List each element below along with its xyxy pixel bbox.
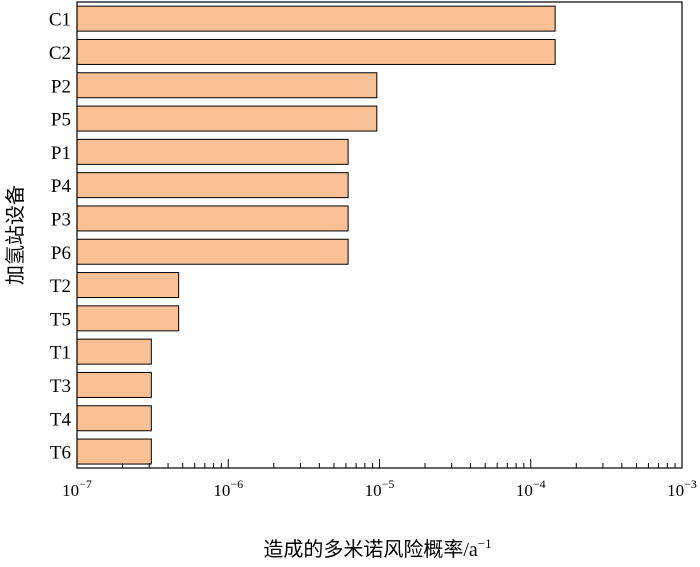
category-labels: C1 C2 P2 P5 P1 P4 P3 P6 T2 T5 T1 T3 T4 T6 <box>49 10 72 464</box>
x-tick-label: 10−7 <box>62 477 92 500</box>
category-label-p3: P3 <box>51 209 71 230</box>
bars-group <box>76 5 556 465</box>
x-axis-title-text: 造成的多米诺风险概率/a <box>263 538 478 561</box>
category-label-p1: P1 <box>51 143 71 164</box>
plot-frame <box>76 1 683 469</box>
y-axis-title: 加氢站设备 <box>4 185 27 285</box>
bar-t5 <box>76 305 180 332</box>
category-label-p6: P6 <box>51 243 71 264</box>
bar-t6 <box>76 438 152 465</box>
bar-t2 <box>76 272 180 299</box>
bar-t4 <box>76 405 152 432</box>
category-label-t4: T4 <box>50 409 72 430</box>
bar-t1 <box>76 338 152 365</box>
bar-p2 <box>76 72 378 99</box>
x-axis-title-sup: −1 <box>478 536 492 551</box>
x-ticks: 10−7 10−6 10−5 10−4 10−3 <box>62 459 697 500</box>
category-label-t1: T1 <box>50 343 71 364</box>
bar-t3 <box>76 371 152 398</box>
bar-p1 <box>76 138 349 165</box>
bar-p5 <box>76 105 378 132</box>
bar-c2 <box>76 38 556 65</box>
category-label-p4: P4 <box>51 176 72 197</box>
bar-p4 <box>76 172 349 199</box>
category-label-t5: T5 <box>50 309 71 330</box>
category-label-t2: T2 <box>50 276 71 297</box>
category-label-p5: P5 <box>51 110 71 131</box>
bar-p3 <box>76 205 349 232</box>
bar-p6 <box>76 238 349 265</box>
category-label-t6: T6 <box>50 443 71 464</box>
category-label-c2: C2 <box>49 43 71 64</box>
bar-c1 <box>76 5 556 32</box>
x-axis-title: 造成的多米诺风险概率/a−1 <box>263 536 491 561</box>
x-tick-label: 10−3 <box>667 477 697 500</box>
x-tick-label: 10−5 <box>365 477 395 500</box>
x-tick-label: 10−4 <box>516 477 546 500</box>
category-label-t3: T3 <box>50 376 71 397</box>
category-label-p2: P2 <box>51 76 71 97</box>
category-label-c1: C1 <box>49 10 71 31</box>
x-tick-label: 10−6 <box>213 477 243 500</box>
